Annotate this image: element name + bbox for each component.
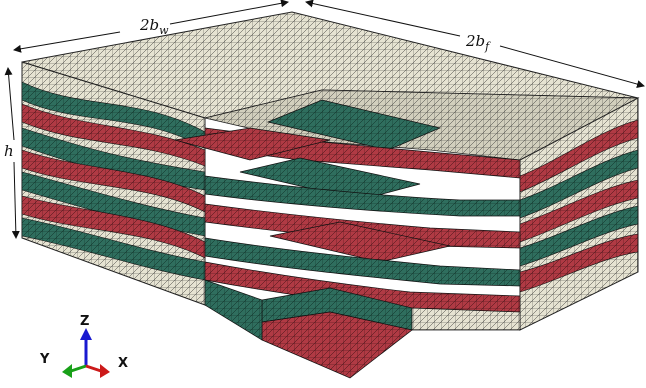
weft-yarn <box>269 221 451 263</box>
y-axis-label: Y <box>39 352 50 367</box>
depth-dimension-arrow <box>305 0 461 37</box>
weft-yarn <box>519 119 639 193</box>
left-face-yarns <box>21 81 206 281</box>
z-axis-label: Z <box>80 314 89 329</box>
x-axis-arrowhead <box>100 364 110 378</box>
weft-yarn <box>519 233 639 293</box>
warp-yarn <box>204 237 521 287</box>
depth-dimension-label: 2bf <box>465 32 491 53</box>
warp-yarn <box>519 205 639 267</box>
height-dimension-label: h <box>4 142 14 160</box>
x-axis-label: X <box>118 356 128 371</box>
warp-yarn <box>266 99 442 151</box>
z-axis-arrowhead <box>80 328 92 340</box>
depth-dimension-arrow <box>499 45 645 88</box>
warp-yarn <box>204 175 521 217</box>
interior-yarns <box>174 99 521 379</box>
warp-yarn <box>519 149 639 219</box>
weft-yarn <box>21 195 206 259</box>
height-dimension-arrow <box>11 161 20 239</box>
matrix-cutout-right <box>411 307 521 331</box>
width-dimension-arrow <box>13 31 121 53</box>
warp-yarn <box>21 171 206 237</box>
width-dimension-arrow <box>169 0 289 25</box>
weft-yarn <box>519 179 639 243</box>
axis-triad: Z Y X <box>39 314 128 378</box>
warp-yarn <box>204 279 263 341</box>
weft-yarn <box>21 103 206 167</box>
y-axis-arrowhead <box>62 364 72 378</box>
height-dimension-arrow <box>4 67 15 141</box>
right-face-yarns <box>519 119 639 293</box>
dimension-annotations: 2bw 2bf h <box>4 0 645 239</box>
weft-yarn <box>174 127 331 161</box>
weft-yarn <box>204 203 521 249</box>
width-dimension-label: 2bw <box>139 16 169 37</box>
